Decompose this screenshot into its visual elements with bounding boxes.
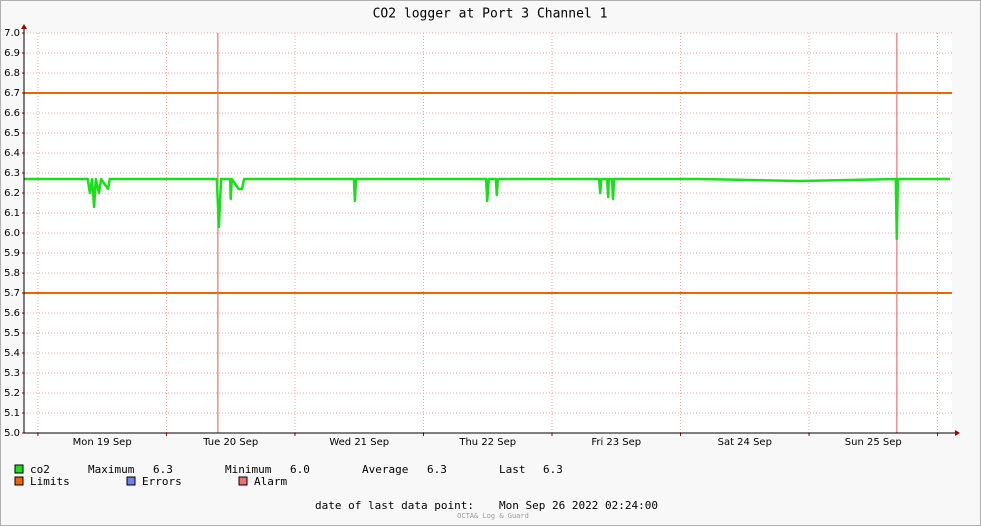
x-arrow <box>955 430 960 436</box>
legend: co2 Limits Errors Alarm Maximum 6.3 Minimu… <box>14 463 563 488</box>
x-tick-label: Sat 24 Sep <box>718 437 772 448</box>
y-tick-label: 6.4 <box>4 148 20 159</box>
y-tick-label: 6.3 <box>4 168 20 179</box>
x-tick-label: Tue 20 Sep <box>202 437 258 448</box>
watermark: OCTA& Log & Guard <box>457 512 529 520</box>
legend-swatch <box>126 476 136 486</box>
y-tick-label: 6.9 <box>4 48 20 59</box>
legend-swatch <box>238 476 248 486</box>
x-tick-label: Mon 19 Sep <box>73 437 132 448</box>
y-tick-label: 5.0 <box>4 428 20 439</box>
chart-title: CO2 logger at Port 3 Channel 1 <box>373 7 608 22</box>
y-tick-label: 6.7 <box>4 88 20 99</box>
x-tick-label: Wed 21 Sep <box>329 437 389 448</box>
legend-swatch <box>14 476 24 486</box>
plot: 5.0 5.1 5.2 5.3 5.4 5.5 5.6 5.7 5.8 5.9 6.0 6.1 6.2 6… <box>4 28 952 448</box>
y-tick-label: 5.2 <box>4 388 20 399</box>
y-tick-label: 5.6 <box>4 308 20 319</box>
x-tick-label: Sun 25 Sep <box>845 437 902 448</box>
series-line <box>24 177 950 241</box>
stat-label: Average <box>362 463 408 476</box>
y-tick-label: 6.8 <box>4 68 20 79</box>
plot-area <box>24 33 952 433</box>
legend-swatch <box>14 464 24 474</box>
stat-label: Minimum <box>225 463 272 476</box>
legend-label: Limits <box>30 475 70 488</box>
stat-label: Maximum <box>88 463 135 476</box>
y-tick-label: 6.6 <box>4 108 20 119</box>
y-tick-label: 5.3 <box>4 368 20 379</box>
y-tick-label: 7.0 <box>4 28 20 39</box>
legend-label: Alarm <box>254 475 287 488</box>
stat-value: 6.3 <box>427 463 447 476</box>
y-tick-label: 5.7 <box>4 288 20 299</box>
y-tick-label: 6.0 <box>4 228 20 239</box>
y-tick-label: 5.1 <box>4 408 20 419</box>
y-tick-label: 6.5 <box>4 128 20 139</box>
footer-value: Mon Sep 26 2022 02:24:00 <box>499 499 658 512</box>
y-tick-label: 6.2 <box>4 188 20 199</box>
stat-value: 6.3 <box>543 463 563 476</box>
legend-label: Errors <box>142 475 182 488</box>
x-tick-label: Thu 22 Sep <box>458 437 516 448</box>
stat-value: 6.3 <box>153 463 173 476</box>
y-tick-label: 6.1 <box>4 208 20 219</box>
y-tick-label: 5.9 <box>4 248 20 259</box>
legend-label: co2 <box>30 463 50 476</box>
x-tick-label: Fri 23 Sep <box>591 437 641 448</box>
footer-label: date of last data point: <box>315 499 474 512</box>
stat-label: Last <box>499 463 526 476</box>
y-arrow <box>21 24 27 29</box>
y-tick-label: 5.4 <box>4 348 20 359</box>
y-tick-label: 5.5 <box>4 328 20 339</box>
stat-value: 6.0 <box>290 463 310 476</box>
y-tick-label: 5.8 <box>4 268 20 279</box>
